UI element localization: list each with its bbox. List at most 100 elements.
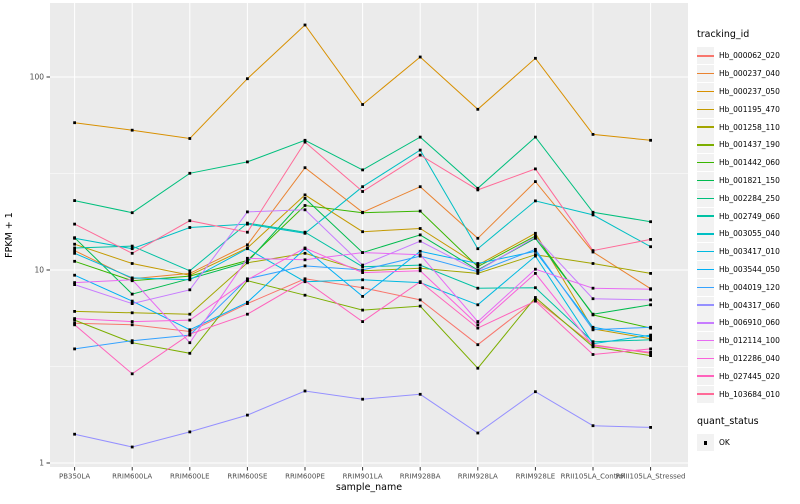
data-point xyxy=(130,244,134,248)
legend-entry-Hb_002284_250: Hb_002284_250 xyxy=(697,189,799,207)
legend-entry-Hb_103684_010: Hb_103684_010 xyxy=(697,385,799,403)
data-point xyxy=(476,303,480,307)
series-color-line-icon xyxy=(697,197,714,200)
data-point xyxy=(418,266,422,270)
ok-point-icon xyxy=(703,441,708,445)
legend-entry-label: Hb_001821_150 xyxy=(719,175,780,185)
data-point xyxy=(591,353,595,356)
legend-key-swatch xyxy=(697,47,714,65)
data-point xyxy=(303,389,307,393)
data-point xyxy=(591,249,595,252)
legend-key-swatch xyxy=(697,332,714,350)
data-point xyxy=(130,251,134,255)
data-point xyxy=(303,264,307,268)
data-point xyxy=(130,299,134,303)
x-tick-label: PB350LA xyxy=(59,473,90,481)
data-point xyxy=(303,138,307,142)
data-point xyxy=(130,211,134,215)
data-point xyxy=(188,272,192,275)
data-point xyxy=(130,128,134,132)
data-point xyxy=(361,263,364,267)
data-point xyxy=(188,226,192,229)
data-point xyxy=(418,55,422,59)
x-tick-label: RRIM928LE xyxy=(516,473,556,481)
data-point xyxy=(73,310,76,313)
data-point xyxy=(534,249,537,253)
data-point xyxy=(361,168,364,172)
data-point xyxy=(649,350,652,354)
data-point xyxy=(73,236,76,240)
data-point xyxy=(188,328,192,332)
data-point xyxy=(361,397,364,401)
legend-entry-Hb_001437_190: Hb_001437_190 xyxy=(697,136,799,154)
x-tick-label: RRIM600LE xyxy=(170,473,210,481)
y-tick-label: 10 xyxy=(34,266,44,275)
legend-entry-quant-ok: OK xyxy=(697,434,799,452)
data-point xyxy=(73,321,76,325)
data-point xyxy=(303,166,307,170)
data-point xyxy=(246,300,249,304)
data-point xyxy=(188,137,192,140)
data-point xyxy=(476,323,480,327)
data-point xyxy=(418,233,422,237)
data-point xyxy=(649,220,652,224)
data-point xyxy=(188,171,192,175)
data-point xyxy=(476,263,480,267)
data-point xyxy=(246,243,249,247)
data-point xyxy=(73,259,76,263)
data-point xyxy=(73,317,76,320)
x-tick-label: RRIM928LA xyxy=(458,473,498,481)
data-point xyxy=(418,269,422,273)
data-point xyxy=(130,278,134,282)
legend-key-swatch xyxy=(697,207,714,225)
data-point xyxy=(649,335,652,339)
data-point xyxy=(188,332,192,336)
data-point xyxy=(534,247,537,251)
data-point xyxy=(534,286,537,290)
legend-entry-Hb_002749_060: Hb_002749_060 xyxy=(697,207,799,225)
data-point xyxy=(246,260,249,264)
data-point xyxy=(130,445,134,449)
legend-key-swatch xyxy=(697,314,714,332)
y-axis-title: FPKM + 1 xyxy=(4,212,15,258)
series-color-line-icon xyxy=(697,322,714,324)
series-color-line-icon xyxy=(697,393,714,395)
data-point xyxy=(361,268,364,272)
legend-entry-Hb_001258_110: Hb_001258_110 xyxy=(697,118,799,136)
data-point xyxy=(476,265,480,269)
data-point xyxy=(649,426,652,429)
data-point xyxy=(649,333,652,337)
data-point xyxy=(476,186,480,190)
data-point xyxy=(418,263,422,267)
data-point xyxy=(130,323,134,327)
data-point xyxy=(361,320,364,323)
data-point xyxy=(130,247,134,251)
x-tick-label: RRIM600SE xyxy=(227,473,267,481)
data-point xyxy=(591,210,595,214)
data-point xyxy=(476,366,480,370)
legend-key-swatch xyxy=(697,278,714,296)
data-point xyxy=(130,341,134,345)
data-point xyxy=(246,222,249,226)
data-point xyxy=(591,286,595,290)
data-point xyxy=(303,193,307,197)
y-tick-label: 100 xyxy=(30,73,45,82)
legend-entry-Hb_004317_060: Hb_004317_060 xyxy=(697,296,799,314)
data-point xyxy=(73,318,76,322)
legend-entry-Hb_000237_050: Hb_000237_050 xyxy=(697,82,799,101)
data-point xyxy=(73,242,76,246)
data-point xyxy=(534,231,537,235)
data-point xyxy=(361,286,364,290)
data-point xyxy=(361,230,364,234)
data-point xyxy=(534,167,537,171)
x-tick-label: RRIM928BA xyxy=(400,473,441,481)
data-point xyxy=(246,256,249,260)
data-point xyxy=(303,258,307,262)
data-point xyxy=(418,135,422,139)
data-point xyxy=(476,262,480,265)
data-point xyxy=(534,254,537,258)
series-color-line-icon xyxy=(697,233,714,235)
series-color-line-icon xyxy=(697,90,714,93)
data-point xyxy=(534,199,537,203)
legend-entry-label: Hb_003055_040 xyxy=(719,229,780,239)
